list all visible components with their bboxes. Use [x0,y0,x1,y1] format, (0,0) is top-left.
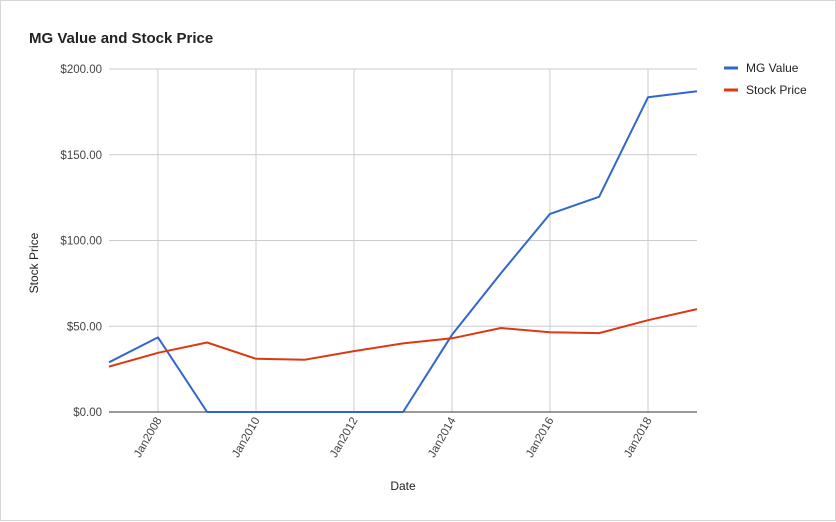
y-tick-label: $100.00 [60,236,102,248]
series-lines [108,90,698,413]
x-axis-label: Date [390,479,416,493]
y-tick-label: $50.00 [67,321,102,333]
x-tick-label: Jan2016 [524,416,556,460]
legend-label: Stock Price [746,83,807,97]
legend-label: MG Value [746,61,799,75]
x-tick-label: Jan2010 [230,416,262,460]
y-tick-label: $150.00 [60,150,102,162]
y-axis-label: Stock Price [27,232,41,293]
x-tick-label: Jan2008 [132,416,164,460]
gridlines [109,68,697,412]
x-tick-label: Jan2012 [328,416,360,460]
x-tick-labels: Jan2008 Jan2010 Jan2012 Jan2014 Jan2016 Jan20… [132,415,655,460]
y-tick-labels: $0.00 $50.00 $100.00 $150.00 $200.00 [60,64,102,419]
legend: MG Value Stock Price [724,61,807,97]
chart-title: MG Value and Stock Price [29,30,213,47]
series-line-mg-value [108,90,698,413]
series-line-stock-price [108,308,698,368]
y-tick-label: $200.00 [60,64,102,76]
x-tick-label: Jan2014 [426,415,459,460]
y-tick-label: $0.00 [73,407,102,419]
x-tick-label: Jan2018 [622,416,654,460]
